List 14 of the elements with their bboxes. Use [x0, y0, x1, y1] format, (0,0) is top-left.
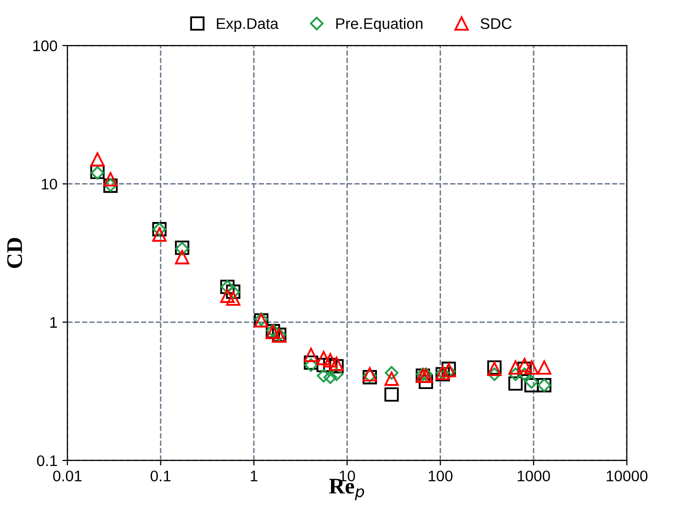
x-tick-label: 10000	[606, 470, 648, 482]
legend-label: SDC	[480, 18, 512, 30]
legend-label: Pre.Equation	[336, 18, 422, 32]
y-axis-title: CD	[7, 238, 22, 268]
y-tick-label: 10	[42, 178, 58, 190]
x-tick-label: 0.1	[150, 470, 171, 482]
y-tick-label: 0.1	[37, 455, 57, 466]
y-tick-label: 1	[50, 317, 57, 328]
x-tick-label: 1000	[518, 470, 550, 482]
y-tick-label: 100	[33, 40, 58, 52]
legend-label: Exp.Data	[216, 18, 279, 32]
x-tick-label: 1	[250, 470, 258, 482]
x-tick-label: 0.01	[53, 470, 82, 482]
x-tick-label: 100	[428, 470, 452, 482]
